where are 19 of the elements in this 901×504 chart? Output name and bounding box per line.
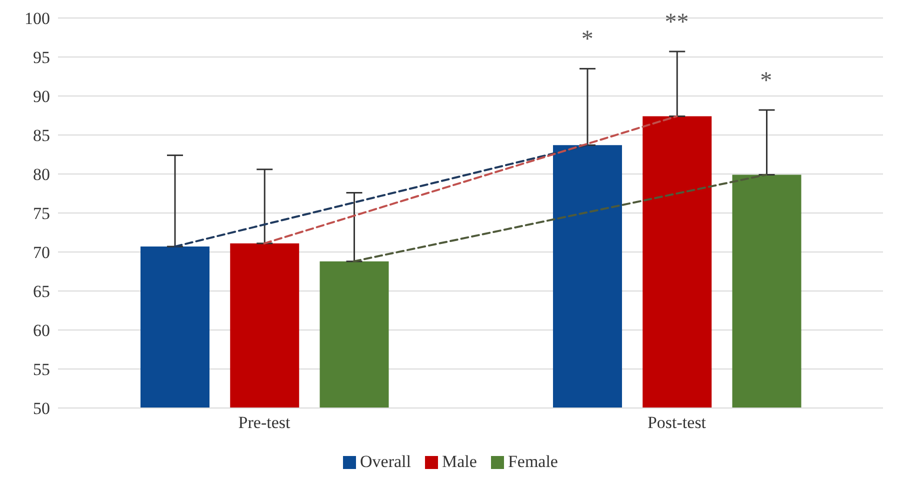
legend-label: Overall <box>359 452 411 472</box>
legend-label: Male <box>441 452 477 472</box>
x-tick-label: Pre-test <box>238 413 290 432</box>
y-tick-label: 100 <box>24 9 50 28</box>
annotation: * <box>581 26 594 53</box>
y-tick-label: 80 <box>33 165 50 184</box>
y-tick-label: 85 <box>33 126 50 146</box>
annotation: ** <box>664 10 689 36</box>
y-tick-label: 95 <box>33 48 50 68</box>
y-tick-label: 50 <box>33 399 50 418</box>
y-tick-label: 70 <box>33 243 50 262</box>
y-tick-label: 75 <box>33 204 50 224</box>
y-tick-label: 90 <box>33 87 50 106</box>
y-tick-label: 60 <box>33 321 50 340</box>
y-tick-label: 55 <box>33 360 50 380</box>
legend-label: Female <box>506 452 558 472</box>
x-tick-label: Post-test <box>647 413 706 432</box>
annotation: * <box>760 68 772 94</box>
y-tick-label: 65 <box>33 282 50 302</box>
